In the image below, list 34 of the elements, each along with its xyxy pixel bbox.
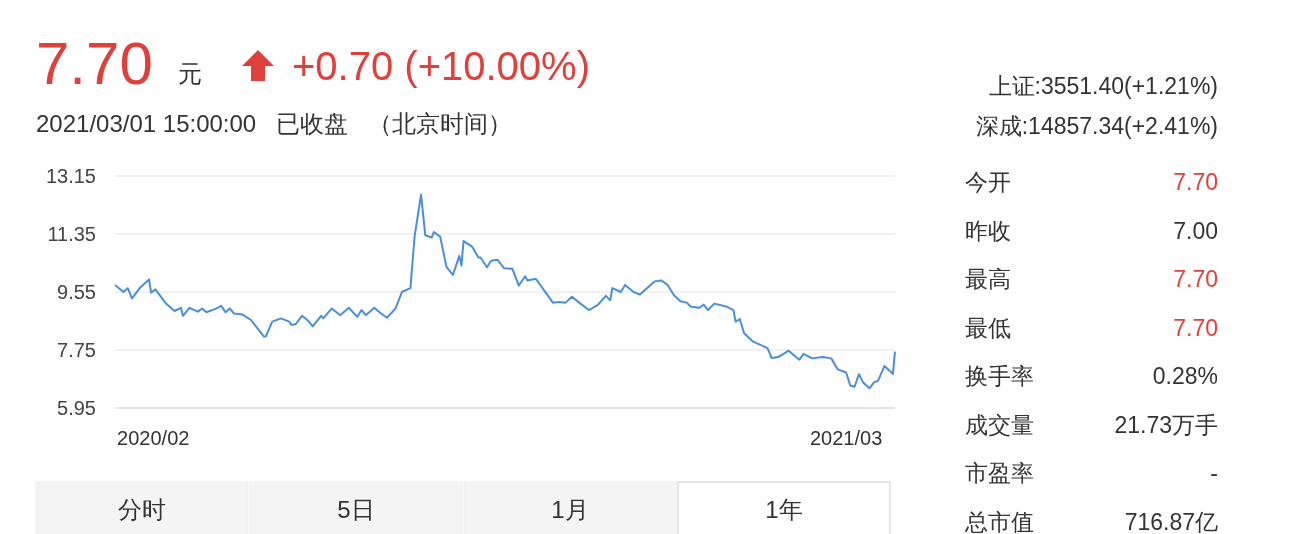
y-tick-label: 5.95 (57, 397, 96, 419)
x-tick-label: 2021/03 (809, 427, 883, 449)
text: 7.70 (1173, 169, 1218, 195)
x-tick-label: 2020/02 (117, 427, 190, 449)
tab: 5日 (249, 481, 463, 534)
category-label: 总市值 (964, 508, 1034, 534)
text: 7.70 (1173, 266, 1218, 292)
text: 0.28% (1152, 363, 1218, 389)
text: 元 (178, 60, 202, 87)
category-label: 最低 (965, 314, 1011, 341)
y-tick-label: 11.35 (47, 223, 96, 245)
text: +0.70 (+10.00%) (292, 44, 590, 88)
category-label: 昨收 (965, 217, 1011, 244)
y-tick-label: 9.55 (57, 281, 96, 303)
text: 21.73万手 (1114, 411, 1218, 438)
category-label: 换手率 (965, 363, 1034, 389)
text: 716.87亿 (1124, 508, 1218, 534)
y-tick-label: 7.75 (57, 339, 96, 361)
text: 上证:3551.40(+1.21%) (988, 73, 1218, 99)
category-label: 最高 (965, 266, 1011, 292)
text: 7.70 (1173, 314, 1218, 341)
chart-subtitle: 2021/03/01 15:00:00 已收盘 （北京时间） (36, 110, 513, 137)
category-label: 今开 (965, 169, 1011, 195)
tab: 1月 (463, 481, 677, 534)
y-tick-label: 13.15 (45, 165, 96, 187)
tab: 分时 (35, 481, 249, 534)
line-series (114, 193, 896, 390)
chart-title: 7.70 (36, 30, 153, 97)
category-label: 市盈率 (965, 460, 1034, 486)
text: 7.00 (1173, 217, 1218, 244)
tab: 1年 (677, 481, 891, 534)
text: - (1210, 460, 1218, 486)
category-label: 成交量 (965, 411, 1034, 438)
text: 深成:14857.34(+2.41%) (975, 113, 1218, 139)
